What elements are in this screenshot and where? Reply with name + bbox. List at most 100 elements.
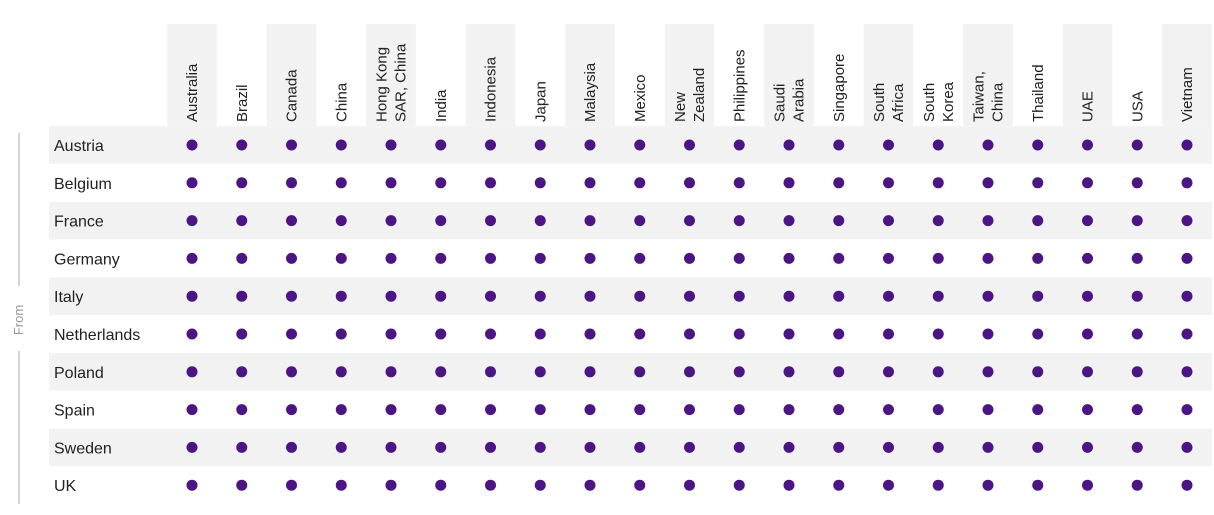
matrix-dot	[534, 328, 546, 340]
matrix-dot	[833, 404, 845, 416]
matrix-dot	[783, 252, 795, 264]
matrix-dot	[236, 404, 248, 416]
matrix-dot	[485, 479, 496, 491]
matrix-dot	[833, 215, 845, 227]
matrix-dot	[1131, 177, 1143, 189]
matrix-dot	[783, 441, 795, 453]
matrix-dot	[435, 479, 447, 491]
matrix-dot	[1131, 366, 1143, 378]
matrix-dot	[1131, 290, 1143, 302]
column-label: New Zealand	[672, 68, 708, 122]
column-header-shade	[1162, 24, 1212, 126]
matrix-dot	[1082, 177, 1093, 189]
matrix-dot	[335, 441, 347, 453]
column-label: Saudi Arabia	[772, 78, 808, 122]
matrix-dot	[236, 328, 248, 340]
matrix-dot	[584, 441, 596, 453]
matrix-dot	[534, 441, 546, 453]
matrix-dot	[186, 139, 198, 151]
column-label-line: South	[871, 83, 888, 122]
matrix-dot	[1082, 328, 1093, 340]
matrix-dot	[733, 215, 745, 227]
matrix-dot	[684, 328, 695, 340]
matrix-dot	[1131, 139, 1143, 151]
matrix-dot	[335, 215, 347, 227]
matrix-dot	[236, 177, 248, 189]
matrix-dot	[1181, 479, 1193, 491]
matrix-dot	[982, 441, 994, 453]
matrix-dot	[485, 441, 496, 453]
row-label: France	[54, 214, 104, 231]
matrix-dot	[883, 252, 894, 264]
matrix-dot	[335, 404, 347, 416]
matrix-dot	[1082, 366, 1093, 378]
matrix-dot	[1181, 139, 1193, 151]
column-header-shade	[266, 24, 317, 126]
column-label: China	[333, 82, 350, 122]
matrix-dot	[236, 479, 248, 491]
matrix-dot	[833, 139, 845, 151]
matrix-dot	[534, 404, 546, 416]
column-label-line: Saudi	[772, 84, 789, 122]
column-label-line: Indonesia	[483, 56, 500, 122]
matrix-dot	[634, 290, 646, 302]
column-label-line: USA	[1129, 91, 1146, 122]
matrix-dot	[584, 366, 596, 378]
column-label: Canada	[284, 69, 301, 122]
matrix-dot	[783, 404, 795, 416]
matrix-dot	[236, 290, 248, 302]
matrix-dot	[1032, 290, 1044, 302]
matrix-dot	[982, 139, 994, 151]
column-label-line: Canada	[284, 69, 301, 122]
column-label-line: Mexico	[632, 74, 649, 122]
matrix-dot	[186, 441, 198, 453]
matrix-dot	[186, 215, 198, 227]
matrix-dot	[932, 252, 944, 264]
matrix-dot	[932, 441, 944, 453]
matrix-dot	[634, 328, 646, 340]
matrix-dot	[1131, 404, 1143, 416]
column-header-shade	[863, 24, 914, 126]
column-label-line: Korea	[940, 81, 957, 122]
matrix-dot	[286, 215, 297, 227]
matrix-dot	[286, 139, 297, 151]
matrix-dot	[833, 290, 845, 302]
matrix-dot	[833, 328, 845, 340]
column-label-line: Thailand	[1030, 64, 1047, 122]
matrix-dot	[1032, 404, 1044, 416]
column-label-line: Malaysia	[582, 62, 599, 122]
matrix-dot	[932, 215, 944, 227]
matrix-dot	[634, 177, 646, 189]
column-label-line: Hong Kong	[374, 47, 391, 122]
matrix-dot	[982, 215, 994, 227]
matrix-dot	[584, 290, 596, 302]
row-label: UK	[54, 478, 77, 495]
column-label-line: Japan	[532, 81, 549, 122]
matrix-dot	[1082, 441, 1093, 453]
column-label: Taiwan, China	[971, 71, 1007, 122]
matrix-dot	[634, 441, 646, 453]
matrix-dot	[833, 441, 845, 453]
row-label: Austria	[54, 138, 104, 155]
matrix-dot	[385, 328, 397, 340]
matrix-dot	[684, 252, 695, 264]
matrix-dot	[286, 290, 297, 302]
matrix-dot	[982, 252, 994, 264]
matrix-dot	[186, 366, 198, 378]
matrix-dot	[684, 215, 695, 227]
matrix-dot	[684, 177, 695, 189]
matrix-dot	[335, 290, 347, 302]
matrix-dot	[932, 366, 944, 378]
column-label: Vietnam	[1179, 67, 1196, 122]
matrix-dot	[1082, 215, 1093, 227]
matrix-dot	[485, 366, 496, 378]
column-label-line: China	[990, 82, 1007, 122]
column-label: Japan	[532, 81, 549, 122]
matrix-dot	[733, 252, 745, 264]
column-label: Hong Kong SAR, China	[374, 43, 410, 122]
matrix-dot	[1131, 252, 1143, 264]
matrix-dot	[1032, 252, 1044, 264]
column-label: UAE	[1080, 91, 1097, 122]
matrix-dot	[733, 328, 745, 340]
